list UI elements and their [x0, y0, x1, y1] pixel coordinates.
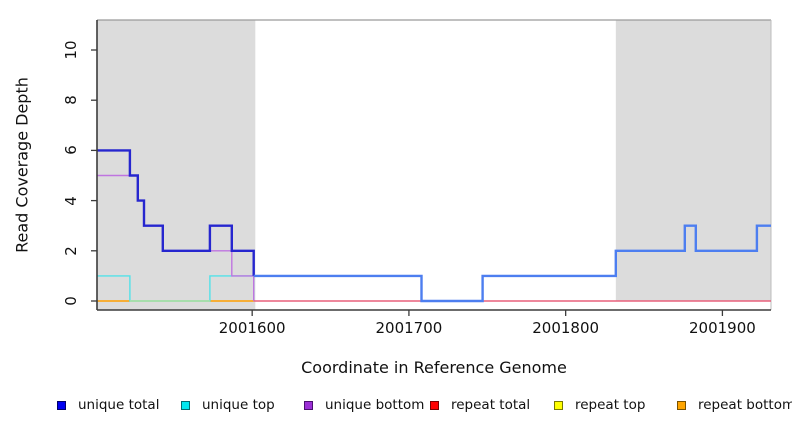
- legend-label: repeat total: [451, 397, 531, 413]
- legend-label: repeat bottom: [698, 397, 792, 413]
- y-tick-label: 2: [62, 246, 80, 256]
- series-line-unique-total-unique-region-: [253, 224, 771, 303]
- legend-item-unique-bottom: unique bottom: [304, 396, 424, 414]
- legend-label: unique top: [202, 397, 275, 413]
- legend-swatch-icon: [304, 400, 313, 410]
- y-tick-label: 0: [62, 296, 80, 306]
- y-tick-label: 6: [62, 145, 80, 156]
- y-tick-label: 10: [62, 40, 80, 60]
- legend-swatch-icon: [181, 400, 190, 410]
- legend-item-repeat-total: repeat total: [430, 396, 530, 414]
- legend-label: repeat top: [575, 397, 646, 413]
- legend-item-unique-total: unique total: [57, 396, 159, 414]
- legend-label: unique total: [78, 397, 160, 413]
- legend-swatch-icon: [430, 400, 439, 410]
- legend-item-repeat-top: repeat top: [554, 396, 645, 414]
- repeat-region-shade-1: [615, 20, 771, 301]
- x-tick-label: 2001900: [689, 319, 756, 337]
- repeat-region-shade-0: [97, 20, 256, 310]
- series-line-unique-total-left-repeat-region-: [97, 149, 255, 276]
- x-tick-label: 2001600: [218, 319, 286, 337]
- legend-swatch-icon: [677, 400, 686, 410]
- y-tick-label: 8: [62, 95, 80, 105]
- legend: unique total unique top unique bottom repea…: [0, 396, 792, 416]
- y-axis-title: Read Coverage Depth: [12, 77, 32, 253]
- y-tick-label: 4: [62, 195, 80, 206]
- x-axis-title: Coordinate in Reference Genome: [301, 358, 567, 377]
- legend-swatch-icon: [554, 400, 563, 410]
- legend-item-repeat-bottom: repeat bottom: [677, 396, 792, 414]
- legend-item-unique-top: unique top: [181, 396, 275, 414]
- legend-swatch-icon: [57, 400, 66, 410]
- legend-label: unique bottom: [325, 397, 425, 413]
- x-tick-label: 2001700: [375, 319, 443, 337]
- x-tick-label: 2001800: [532, 319, 600, 337]
